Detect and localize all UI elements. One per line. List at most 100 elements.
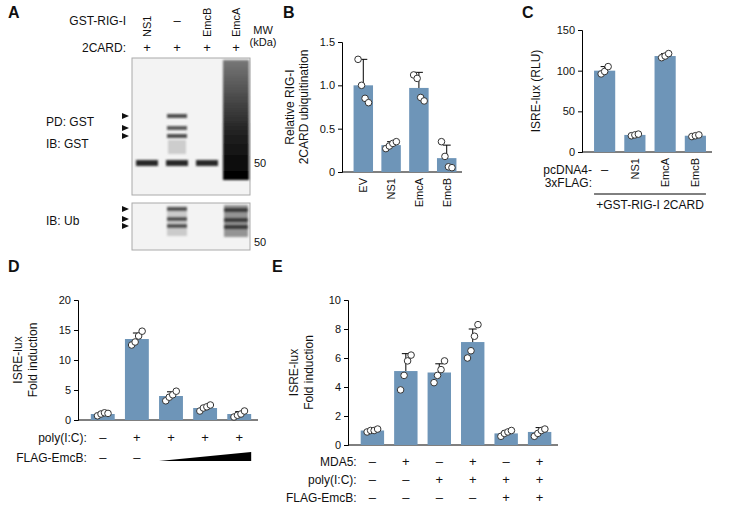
y-tick-label: 20 [59, 294, 71, 306]
x-tick-label: NS1 [385, 178, 397, 199]
y-tick-label: 2 [335, 410, 341, 422]
lane-label: – [173, 13, 181, 28]
condition-value: – [369, 454, 377, 469]
lane-label: NS1 [141, 16, 153, 37]
band [224, 225, 248, 229]
data-point [397, 387, 404, 394]
condition-value: + [502, 472, 510, 487]
data-point [441, 358, 448, 365]
panel-a: AGST-RIG-INS1–EmcBEmcA2CARD:++++MW(kDa)P… [8, 4, 276, 250]
data-point [665, 50, 672, 57]
figure: AGST-RIG-INS1–EmcBEmcA2CARD:++++MW(kDa)P… [0, 0, 738, 517]
condition-label: MDA5: [320, 455, 357, 469]
condition-value: – [133, 450, 141, 465]
y-tick: 8 [335, 323, 348, 335]
lane-row-label: GST-RIG-I [69, 14, 126, 28]
blot-membrane [132, 58, 250, 195]
arrowhead [122, 206, 129, 212]
data-point [105, 410, 112, 417]
dose-wedge [159, 452, 251, 461]
data-point [207, 402, 214, 409]
y-tick: 15 [59, 324, 78, 336]
arrowhead [122, 223, 129, 229]
y-tick: 5 [65, 384, 78, 396]
y-axis-line [338, 43, 343, 173]
band [166, 160, 188, 166]
lane-row-label: 2CARD: [82, 41, 126, 55]
y-axis-line [344, 301, 349, 446]
bar [655, 56, 676, 152]
y-tick: 0 [569, 146, 582, 158]
condition-value: + [167, 430, 175, 445]
bar [437, 158, 456, 172]
condition-value: + [402, 454, 410, 469]
y-axis-title: ISRE-lux [11, 336, 25, 383]
condition-label: FLAG-EmcB: [16, 451, 87, 465]
data-point [475, 321, 482, 328]
panel-d: D05101520ISRE-luxFold inductionpoly(I:C)… [8, 258, 258, 465]
condition-value: – [469, 490, 477, 505]
data-point [358, 82, 365, 89]
x-tick-label: – [601, 162, 609, 177]
panel-e: E0246810ISRE-luxFold inductionMDA5:–+–+–… [272, 258, 558, 505]
y-axis-title: Relative RIG-I [283, 69, 297, 144]
y-tick-label: 100 [557, 65, 575, 77]
group-label: 3xFLAG: [545, 176, 592, 190]
data-point [464, 355, 471, 362]
lane-label: EmcB [201, 8, 213, 37]
y-tick: 100 [557, 65, 582, 77]
data-point [374, 426, 381, 433]
band [167, 206, 187, 236]
data-point [132, 339, 139, 346]
y-tick-label: 0 [65, 414, 71, 426]
data-point [401, 372, 408, 379]
x-tick-label: EmcB [689, 158, 701, 187]
data-point [393, 138, 400, 145]
blot-bands [136, 60, 249, 237]
mw-marker: 50 [254, 236, 266, 248]
y-tick-label: 15 [59, 324, 71, 336]
data-point [421, 98, 428, 105]
condition-value: + [536, 454, 544, 469]
arrowhead [122, 125, 129, 131]
y-tick-mark [578, 111, 582, 112]
y-tick-mark [74, 330, 78, 331]
band [136, 160, 158, 166]
x-tick-label: EmcA [659, 157, 671, 187]
bar [461, 342, 484, 445]
y-tick-mark [344, 329, 348, 330]
y-tick: 6 [335, 352, 348, 364]
y-tick-mark [74, 390, 78, 391]
data-point [408, 352, 415, 359]
bar [594, 71, 615, 152]
bracket-label: +GST-RIG-I 2CARD [596, 198, 704, 212]
data-point [605, 63, 612, 70]
y-tick-label: 0.5 [320, 123, 335, 135]
y-tick-mark [74, 420, 78, 421]
condition-value: – [436, 490, 444, 505]
condition-value: + [469, 454, 477, 469]
y-tick-mark [344, 416, 348, 417]
lane-label: + [232, 40, 240, 55]
data-point [471, 333, 478, 340]
y-tick-mark [344, 300, 348, 301]
band [167, 126, 187, 130]
condition-value: + [435, 472, 443, 487]
y-tick: 50 [563, 105, 582, 117]
bar [409, 88, 428, 172]
y-tick: 10 [59, 354, 78, 366]
data-point [635, 131, 642, 138]
lane-label: EmcA [230, 7, 242, 37]
band [223, 60, 249, 180]
y-tick-label: 5 [65, 384, 71, 396]
y-tick: 4 [335, 381, 348, 393]
y-axis: 0 50 100 150 [557, 24, 583, 158]
y-axis-title: ISRE-lux (RLU) [529, 50, 543, 133]
band [167, 114, 187, 118]
y-tick-label: 150 [557, 24, 575, 36]
y-tick-mark [338, 129, 342, 130]
y-axis-line [578, 31, 583, 153]
blot-label: IB: GST [46, 137, 89, 151]
condition-value: – [402, 472, 410, 487]
plot-area [354, 56, 457, 172]
